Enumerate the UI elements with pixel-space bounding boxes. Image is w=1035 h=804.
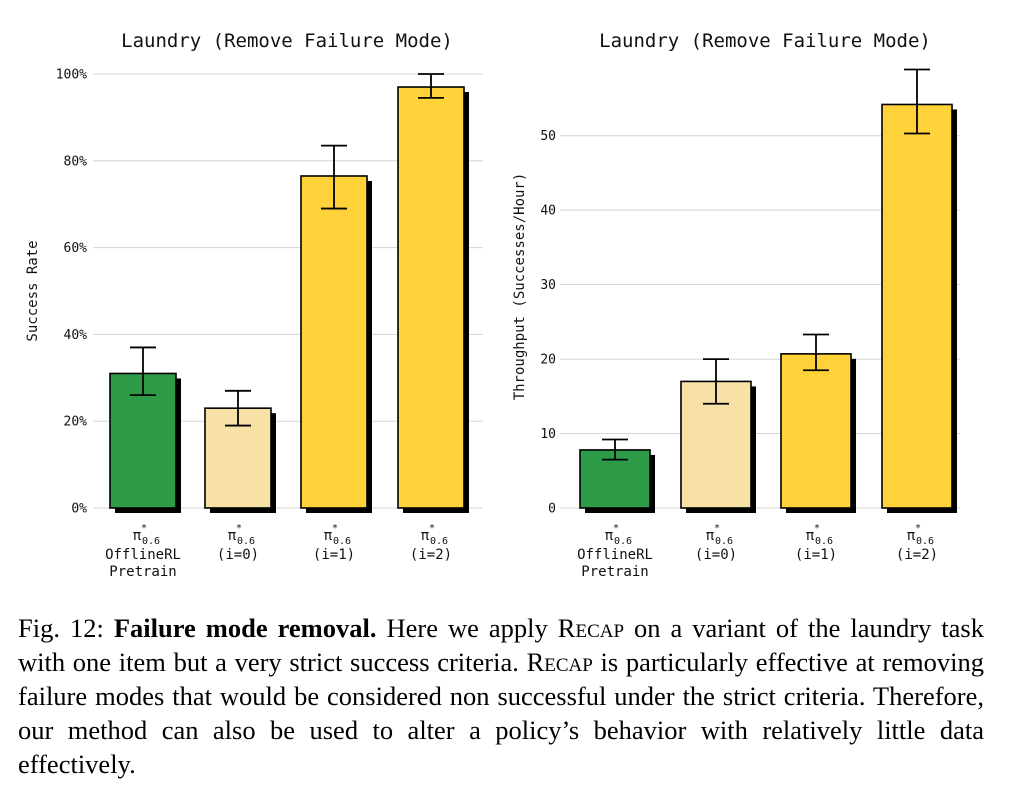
y-tick-label: 10	[540, 427, 556, 442]
x-tick-subscript: 0.6	[916, 536, 934, 547]
x-tick-symbol: π	[324, 528, 333, 544]
caption-text-3: is particularly effective at removing fa…	[18, 647, 984, 779]
y-tick-label: 30	[540, 278, 556, 293]
caption-fig-label: Fig. 12:	[18, 613, 104, 643]
x-tick-superscript: *	[429, 523, 435, 534]
y-tick-label: 20	[540, 353, 556, 368]
x-tick-subscript: 0.6	[715, 536, 733, 547]
x-tick-label: OfflineRL	[105, 547, 181, 563]
bar	[579, 449, 651, 509]
chart-1: Laundry (Remove Failure Mode) Success Rat…	[25, 30, 483, 580]
x-tick-label: (i=2)	[410, 547, 452, 563]
y-tick-label: 40	[540, 204, 556, 219]
x-tick-symbol: π	[907, 528, 916, 544]
caption-bold-title: Failure mode removal.	[113, 613, 377, 643]
x-tick-subscript: 0.6	[142, 536, 160, 547]
y-tick-label: 0%	[71, 502, 87, 517]
x-tick-symbol: π	[806, 528, 815, 544]
x-tick-label: OfflineRL	[577, 547, 653, 563]
caption-text-2: on a variant of the laundry task with on…	[18, 613, 984, 677]
x-tick-superscript: *	[814, 523, 820, 534]
x-tick-symbol: π	[706, 528, 715, 544]
x-tick-superscript: *	[332, 523, 338, 534]
x-tick-superscript: *	[714, 523, 720, 534]
figure: Laundry (Remove Failure Mode) Success Rat…	[25, 30, 960, 580]
x-tick-superscript: *	[915, 523, 921, 534]
caption-recap-2: Recap	[526, 647, 593, 677]
y-tick-label: 50	[540, 129, 556, 144]
bar	[300, 175, 368, 509]
x-tick-label: Pretrain	[109, 564, 176, 580]
bar	[881, 103, 953, 509]
y-tick-label: 80%	[64, 154, 88, 169]
y-tick-label: 0	[548, 502, 556, 517]
figure-caption: Fig. 12: Failure mode removal. Here we a…	[18, 611, 984, 781]
x-tick-subscript: 0.6	[430, 536, 448, 547]
x-tick-symbol: π	[133, 528, 142, 544]
x-tick-symbol: π	[605, 528, 614, 544]
x-tick-superscript: *	[236, 523, 242, 534]
y-axis-label: Success Rate	[25, 240, 41, 341]
bar	[397, 86, 465, 509]
chart-2: Laundry (Remove Failure Mode) Throughput …	[512, 30, 960, 580]
chart-title: Laundry (Remove Failure Mode)	[599, 30, 931, 52]
y-tick-label: 40%	[64, 328, 88, 343]
x-tick-label: (i=1)	[795, 547, 837, 563]
y-axis-label: Throughput (Successes/Hour)	[512, 173, 528, 401]
y-tick-label: 60%	[64, 241, 88, 256]
x-tick-label: (i=2)	[896, 547, 938, 563]
x-tick-label: (i=1)	[313, 547, 355, 563]
caption-recap-1: Recap	[557, 613, 625, 643]
x-tick-subscript: 0.6	[333, 536, 351, 547]
x-tick-subscript: 0.6	[614, 536, 632, 547]
y-tick-label: 100%	[56, 68, 87, 83]
x-tick-subscript: 0.6	[815, 536, 833, 547]
chart-title: Laundry (Remove Failure Mode)	[121, 30, 453, 52]
x-tick-label: (i=0)	[217, 547, 259, 563]
x-tick-symbol: π	[421, 528, 430, 544]
y-tick-label: 20%	[64, 415, 88, 430]
bar	[780, 353, 852, 509]
x-tick-subscript: 0.6	[237, 536, 255, 547]
x-tick-superscript: *	[613, 523, 619, 534]
x-tick-superscript: *	[141, 523, 147, 534]
x-tick-label: Pretrain	[581, 564, 648, 580]
x-tick-label: (i=0)	[695, 547, 737, 563]
x-tick-symbol: π	[228, 528, 237, 544]
caption-text-1: Here we apply	[376, 613, 558, 643]
